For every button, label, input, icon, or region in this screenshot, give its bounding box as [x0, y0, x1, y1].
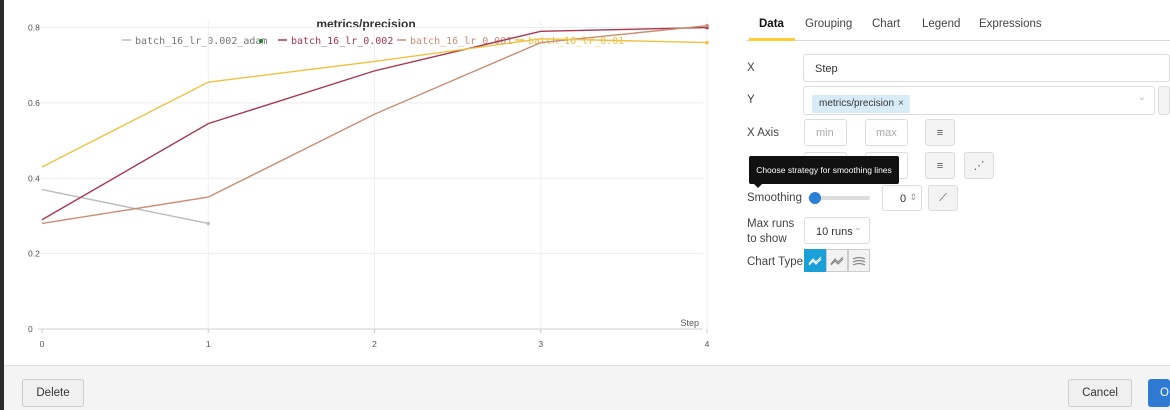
scatter-icon: ⋰	[973, 160, 985, 172]
y-tick-label: 0.2	[28, 249, 40, 259]
stacked-type-icon	[852, 256, 866, 266]
smoothing-slider-track[interactable]	[808, 196, 870, 200]
delete-button[interactable]: Delete	[22, 379, 84, 407]
max-runs-select[interactable]: 10 runs ⌄	[804, 217, 870, 244]
x-min-input[interactable]: min	[804, 119, 847, 146]
legend-entry-label: batch_16_lr_0.001	[410, 36, 512, 47]
series-line	[41, 188, 209, 225]
stepper-icon[interactable]: ⇕	[909, 192, 917, 202]
x-axis-ticks: 0 1 2 3 4	[40, 329, 710, 349]
settings-panel: Data Grouping Chart Legend Expressions X…	[746, 0, 1170, 362]
settings-tabs: Data Grouping Chart Legend Expressions	[746, 0, 1170, 41]
list-icon: ≡	[936, 159, 944, 172]
chart-legend: batch_16_lr_0.002_adam batch_16_lr_0.002 b…	[122, 36, 624, 47]
max-runs-value: 10 runs	[816, 226, 853, 238]
y-field-label: Y	[747, 94, 755, 106]
chart-type-line-button[interactable]	[804, 249, 826, 272]
list-icon: ≡	[936, 126, 944, 139]
cancel-button[interactable]: Cancel	[1068, 379, 1132, 407]
y-tick-label: 0	[28, 324, 33, 334]
series-line	[41, 26, 708, 221]
x-tick-label: 1	[206, 339, 211, 349]
legend-highlight-dot	[259, 39, 263, 43]
max-runs-label: Max runs to show	[747, 218, 795, 245]
tab-expressions[interactable]: Expressions	[979, 18, 1042, 30]
chart-pane: metrics/precision batch_16_lr_0.002_adam…	[4, 0, 719, 362]
chevron-down-icon: ⌄	[854, 222, 862, 232]
legend-entry-label: batch_16_lr_0.002	[291, 36, 393, 47]
series-line	[41, 24, 708, 225]
active-tab-indicator	[749, 38, 795, 41]
scatter-toggle[interactable]: ⋰	[964, 152, 994, 179]
chevron-down-icon[interactable]: ⌄	[1137, 92, 1146, 103]
tooltip-arrow	[753, 183, 763, 188]
y-chip-remove-icon[interactable]: ×	[898, 98, 904, 109]
x-tick-label: 0	[40, 339, 45, 349]
tab-chart[interactable]: Chart	[872, 18, 901, 30]
x-max-placeholder: max	[876, 127, 897, 139]
smoothing-value-input[interactable]: 0 ⇕	[882, 185, 922, 211]
legend-entry-label: batch_16_lr_0.01	[528, 36, 624, 47]
y-axis-log-toggle[interactable]: ≡	[925, 152, 955, 179]
y-chip-label: metrics/precision	[819, 98, 895, 109]
series-line	[41, 38, 708, 168]
chart-type-stacked-button[interactable]	[848, 249, 870, 272]
y-chip: metrics/precision ×	[812, 95, 910, 113]
tab-data[interactable]: Data	[759, 18, 784, 30]
line-chart-icon: ⟋	[939, 191, 947, 204]
smoothing-tooltip: Choose strategy for smoothing lines	[749, 156, 899, 184]
y-tick-label: 0.8	[28, 23, 40, 33]
smoothing-type-button[interactable]: ⟋	[928, 185, 958, 211]
x-tick-label: 3	[538, 339, 543, 349]
x-max-input[interactable]: max	[865, 119, 908, 146]
edit-chart-dialog: metrics/precision batch_16_lr_0.002_adam…	[4, 0, 1170, 410]
x-axis-label-text: X Axis	[747, 127, 779, 139]
area-type-icon	[830, 256, 844, 265]
tab-grouping[interactable]: Grouping	[805, 18, 853, 30]
x-tick-label: 2	[372, 339, 377, 349]
ok-button[interactable]: O	[1148, 379, 1170, 407]
y-tick-label: 0.4	[28, 173, 40, 183]
chart-type-label: Chart Type	[747, 256, 804, 268]
line-chart: metrics/precision batch_16_lr_0.002_adam…	[28, 17, 710, 349]
x-field-label: X	[747, 62, 755, 74]
series-end-point	[206, 221, 211, 226]
chart-type-area-button[interactable]	[826, 249, 848, 272]
x-axis-label: Step	[680, 318, 699, 328]
y-axis-ticks: 0 0.2 0.4 0.6 0.8	[28, 23, 40, 334]
chart-series	[41, 23, 709, 226]
x-min-placeholder: min	[816, 127, 834, 139]
smoothing-label: Smoothing	[747, 192, 802, 204]
series-end-point	[705, 40, 709, 45]
y-tick-label: 0.6	[28, 98, 40, 108]
y-multiselect[interactable]: metrics/precision × ⌄	[803, 86, 1155, 115]
chart-gridlines	[38, 20, 708, 329]
line-type-icon	[808, 256, 822, 265]
tab-legend[interactable]: Legend	[922, 18, 961, 30]
chart-title: metrics/precision	[316, 17, 415, 31]
legend-entry-label: batch_16_lr_0.002_adam	[135, 36, 267, 47]
smoothing-slider-handle[interactable]	[809, 192, 821, 204]
dialog-footer: Delete Cancel O	[4, 365, 1170, 410]
x-select[interactable]: Step	[803, 54, 1170, 82]
smoothing-value: 0	[900, 193, 907, 205]
y-extra-button[interactable]	[1158, 86, 1170, 115]
x-axis-log-toggle[interactable]: ≡	[925, 119, 955, 146]
x-tick-label: 4	[705, 339, 710, 349]
x-select-value: Step	[815, 63, 838, 75]
series-end-point	[705, 23, 709, 28]
